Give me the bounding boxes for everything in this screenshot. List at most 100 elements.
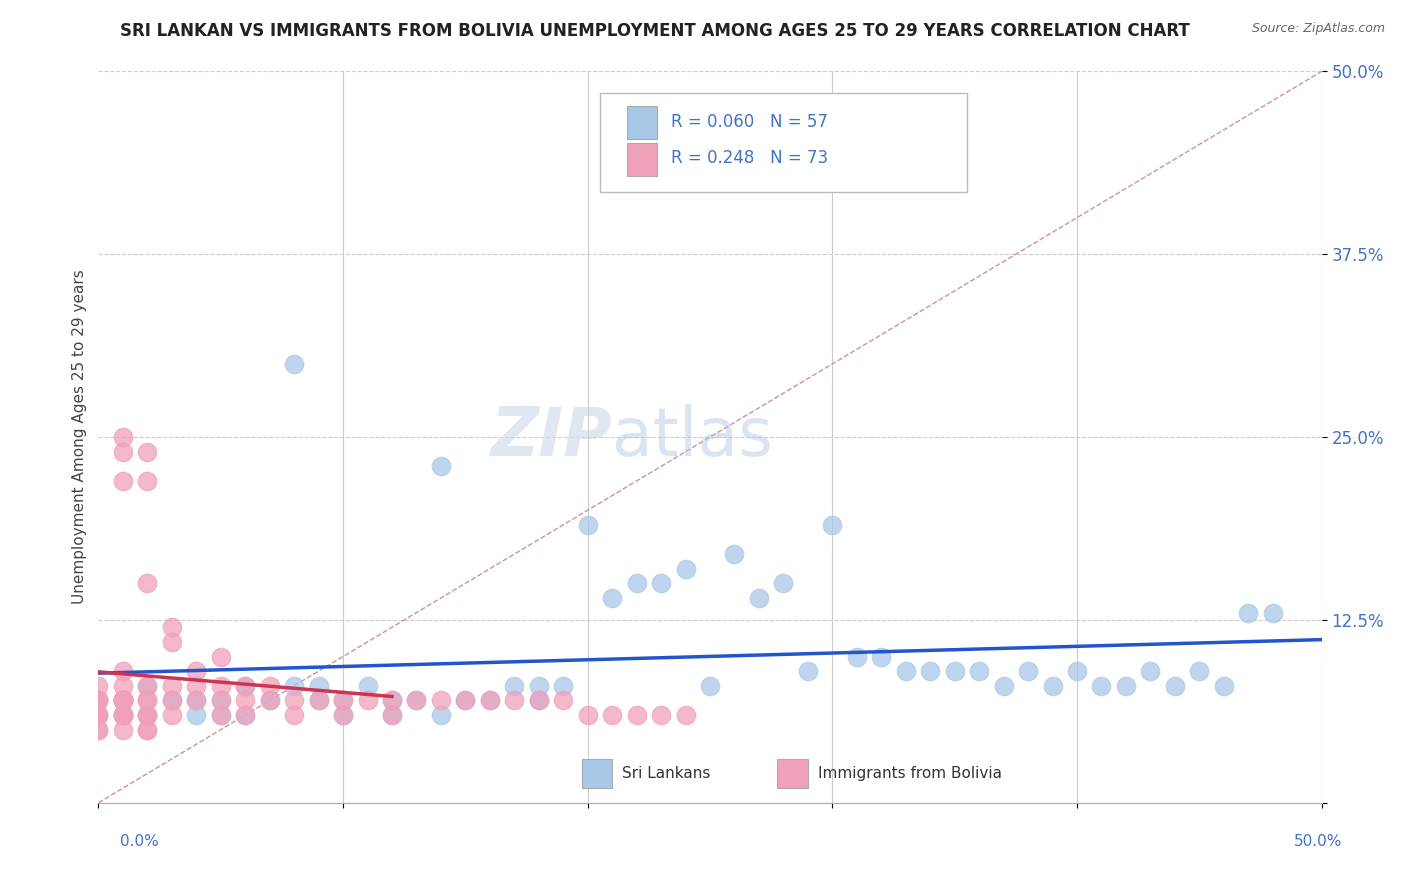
Point — [209, 693, 232, 707]
Point — [186, 708, 208, 723]
Text: 50.0%: 50.0% — [1295, 834, 1343, 849]
Point — [576, 517, 599, 532]
Point — [259, 679, 281, 693]
Point — [87, 693, 110, 707]
Point — [87, 723, 110, 737]
FancyBboxPatch shape — [600, 94, 967, 192]
Point — [821, 517, 844, 532]
Point — [381, 708, 404, 723]
Point — [111, 444, 134, 458]
Point — [920, 664, 942, 678]
Point — [136, 708, 159, 723]
Point — [308, 693, 330, 707]
Bar — [582, 759, 612, 789]
Point — [111, 679, 134, 693]
Text: R = 0.248   N = 73: R = 0.248 N = 73 — [671, 149, 828, 168]
Point — [1042, 679, 1064, 693]
Point — [576, 708, 599, 723]
Point — [381, 693, 404, 707]
Point — [356, 679, 378, 693]
Text: SRI LANKAN VS IMMIGRANTS FROM BOLIVIA UNEMPLOYMENT AMONG AGES 25 TO 29 YEARS COR: SRI LANKAN VS IMMIGRANTS FROM BOLIVIA UN… — [120, 22, 1189, 40]
Point — [87, 693, 110, 707]
Point — [209, 679, 232, 693]
Point — [527, 693, 550, 707]
Point — [111, 723, 134, 737]
Point — [600, 708, 623, 723]
Point — [111, 693, 134, 707]
Point — [111, 708, 134, 723]
Bar — [778, 759, 808, 789]
Point — [650, 576, 672, 591]
Point — [626, 708, 648, 723]
Text: Immigrants from Bolivia: Immigrants from Bolivia — [818, 766, 1001, 781]
Point — [186, 693, 208, 707]
Point — [381, 708, 404, 723]
Point — [111, 693, 134, 707]
Text: ZIP: ZIP — [491, 404, 612, 470]
Point — [136, 444, 159, 458]
Point — [259, 693, 281, 707]
Point — [553, 679, 575, 693]
Point — [356, 693, 378, 707]
Text: 0.0%: 0.0% — [120, 834, 159, 849]
Point — [626, 576, 648, 591]
Point — [111, 430, 134, 444]
Point — [723, 547, 745, 561]
Point — [478, 693, 501, 707]
Point — [1212, 679, 1234, 693]
Point — [967, 664, 990, 678]
Point — [87, 693, 110, 707]
Point — [136, 474, 159, 488]
Point — [160, 693, 183, 707]
Point — [136, 576, 159, 591]
Point — [87, 708, 110, 723]
Point — [233, 693, 256, 707]
Point — [283, 679, 305, 693]
Y-axis label: Unemployment Among Ages 25 to 29 years: Unemployment Among Ages 25 to 29 years — [72, 269, 87, 605]
Point — [209, 649, 232, 664]
Point — [136, 723, 159, 737]
Point — [233, 708, 256, 723]
Point — [1066, 664, 1088, 678]
Point — [186, 679, 208, 693]
Point — [233, 679, 256, 693]
Point — [454, 693, 477, 707]
Point — [136, 679, 159, 693]
Point — [283, 708, 305, 723]
Point — [209, 708, 232, 723]
Point — [111, 708, 134, 723]
Bar — [627, 106, 658, 139]
Point — [160, 620, 183, 634]
Point — [1164, 679, 1187, 693]
Point — [136, 723, 159, 737]
Text: R = 0.060   N = 57: R = 0.060 N = 57 — [671, 112, 828, 131]
Point — [87, 679, 110, 693]
Point — [111, 708, 134, 723]
Point — [332, 708, 354, 723]
Point — [699, 679, 721, 693]
Point — [675, 562, 697, 576]
Point — [160, 693, 183, 707]
Point — [332, 693, 354, 707]
Point — [87, 693, 110, 707]
Point — [209, 708, 232, 723]
Point — [797, 664, 820, 678]
Point — [209, 693, 232, 707]
Point — [870, 649, 893, 664]
Point — [87, 708, 110, 723]
Point — [1237, 606, 1260, 620]
Point — [160, 679, 183, 693]
Point — [332, 693, 354, 707]
Point — [430, 459, 453, 474]
Point — [186, 693, 208, 707]
Point — [1115, 679, 1137, 693]
Point — [233, 679, 256, 693]
Point — [136, 679, 159, 693]
Point — [503, 679, 526, 693]
Point — [845, 649, 868, 664]
Point — [87, 723, 110, 737]
Point — [136, 693, 159, 707]
Point — [527, 679, 550, 693]
Point — [332, 708, 354, 723]
Point — [111, 693, 134, 707]
